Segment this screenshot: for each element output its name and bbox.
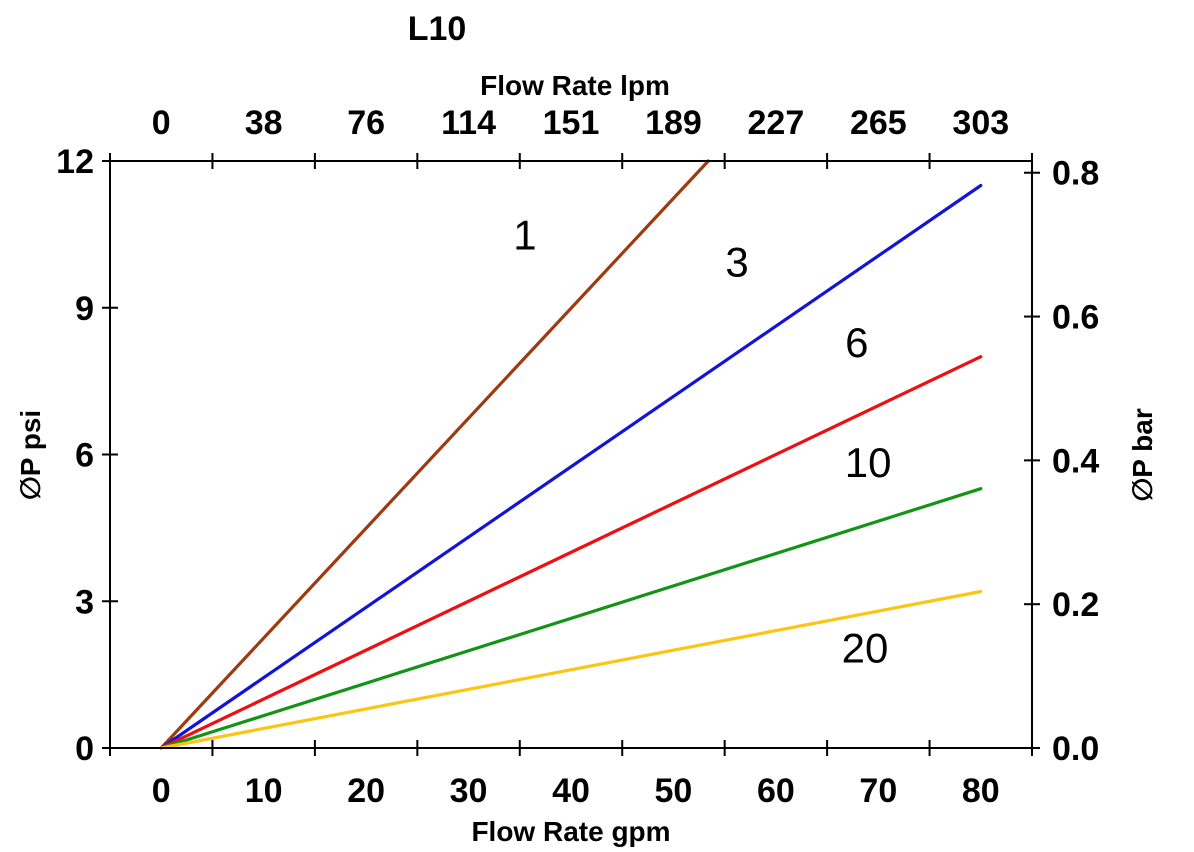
series-labels-group: 1 3 6 10 20 [513,211,891,671]
top-tick-label: 265 [850,104,907,142]
series-label-3: 3 [725,238,748,285]
series-label-1: 1 [513,211,536,258]
top-tick-label: 227 [748,104,805,142]
left-tick-label: 0 [75,730,94,768]
tick-labels-group: 0 10 20 30 40 50 60 70 800 38 76 114 151 189 227 265 303… [56,104,1099,810]
series-line-6 [159,355,983,750]
left-tick-label: 3 [75,583,94,621]
top-tick-label: 0 [152,104,171,142]
bottom-tick-label: 70 [859,772,897,810]
series-line-20 [159,589,983,750]
bottom-tick-label: 30 [450,772,488,810]
top-tick-label: 38 [245,104,283,142]
left-axis-title: ∅P psi [15,410,46,500]
right-tick-label: 0.0 [1052,730,1099,768]
bottom-tick-label: 50 [655,772,693,810]
top-axis-title: Flow Rate lpm [480,70,670,101]
plot-border [109,160,1033,749]
top-tick-label: 303 [952,104,1009,142]
left-tick-label: 12 [56,143,94,181]
top-tick-label: 189 [645,104,702,142]
bottom-axis-title: Flow Rate gpm [471,816,670,847]
tick-marks-group [102,153,1040,756]
bottom-tick-label: 20 [347,772,385,810]
left-tick-label: 6 [75,437,94,475]
plot-frame-group [109,160,1033,749]
right-tick-label: 0.4 [1052,442,1099,480]
right-axis-title: ∅P bar [1127,408,1158,502]
series-label-10: 10 [845,439,892,486]
series-line-10 [159,487,983,750]
right-tick-label: 0.8 [1052,155,1099,193]
series-line-1 [159,159,710,750]
right-tick-label: 0.6 [1052,299,1099,337]
bottom-tick-label: 60 [757,772,795,810]
series-line-3 [159,183,983,750]
right-tick-label: 0.2 [1052,586,1099,624]
series-lines-group [159,159,983,750]
bottom-tick-label: 80 [962,772,1000,810]
left-tick-label: 9 [75,290,94,328]
chart-title: L10 [408,10,467,48]
series-label-6: 6 [845,319,868,366]
top-tick-label: 151 [543,104,600,142]
top-tick-label: 114 [441,104,496,142]
bottom-tick-label: 0 [152,772,171,810]
series-label-20: 20 [842,625,889,672]
top-tick-label: 76 [347,104,385,142]
bottom-tick-label: 40 [552,772,590,810]
bottom-tick-label: 10 [245,772,283,810]
